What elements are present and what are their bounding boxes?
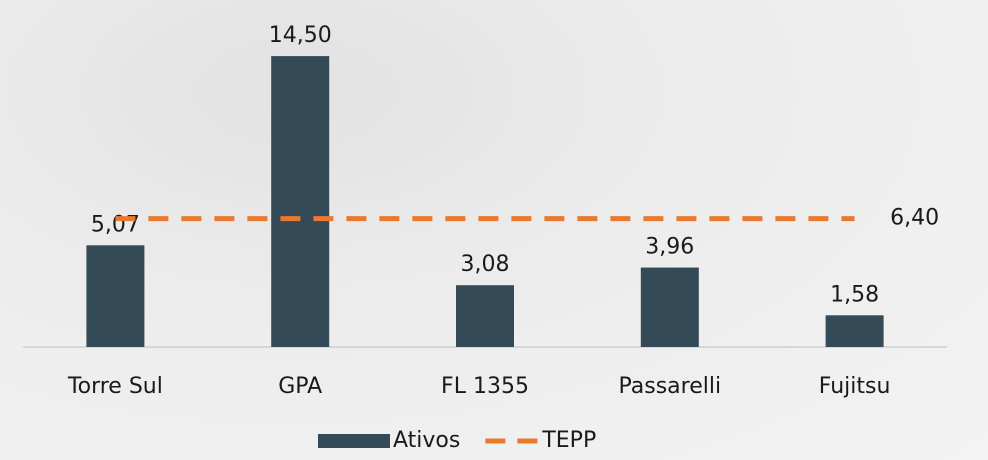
- data-label: 5,07: [91, 212, 140, 237]
- data-label: 14,50: [269, 23, 332, 48]
- data-label: 3,08: [461, 252, 510, 277]
- bar: [86, 245, 145, 347]
- data-label: 1,58: [830, 282, 879, 307]
- legend-swatch: [318, 434, 390, 448]
- bar: [271, 56, 330, 347]
- bar: [640, 267, 699, 347]
- bar: [456, 285, 514, 347]
- x-tick-label: Torre Sul: [67, 374, 163, 399]
- x-tick-label: FL 1355: [441, 374, 529, 399]
- data-label: 3,96: [645, 235, 694, 260]
- legend-label: TEPP: [541, 428, 596, 453]
- x-tick-label: Passarelli: [618, 374, 721, 399]
- data-label: 6,40: [890, 206, 939, 231]
- bar: [825, 315, 884, 347]
- x-tick-label: GPA: [278, 374, 322, 399]
- x-tick-label: Fujitsu: [819, 374, 891, 399]
- legend-label: Ativos: [393, 428, 460, 453]
